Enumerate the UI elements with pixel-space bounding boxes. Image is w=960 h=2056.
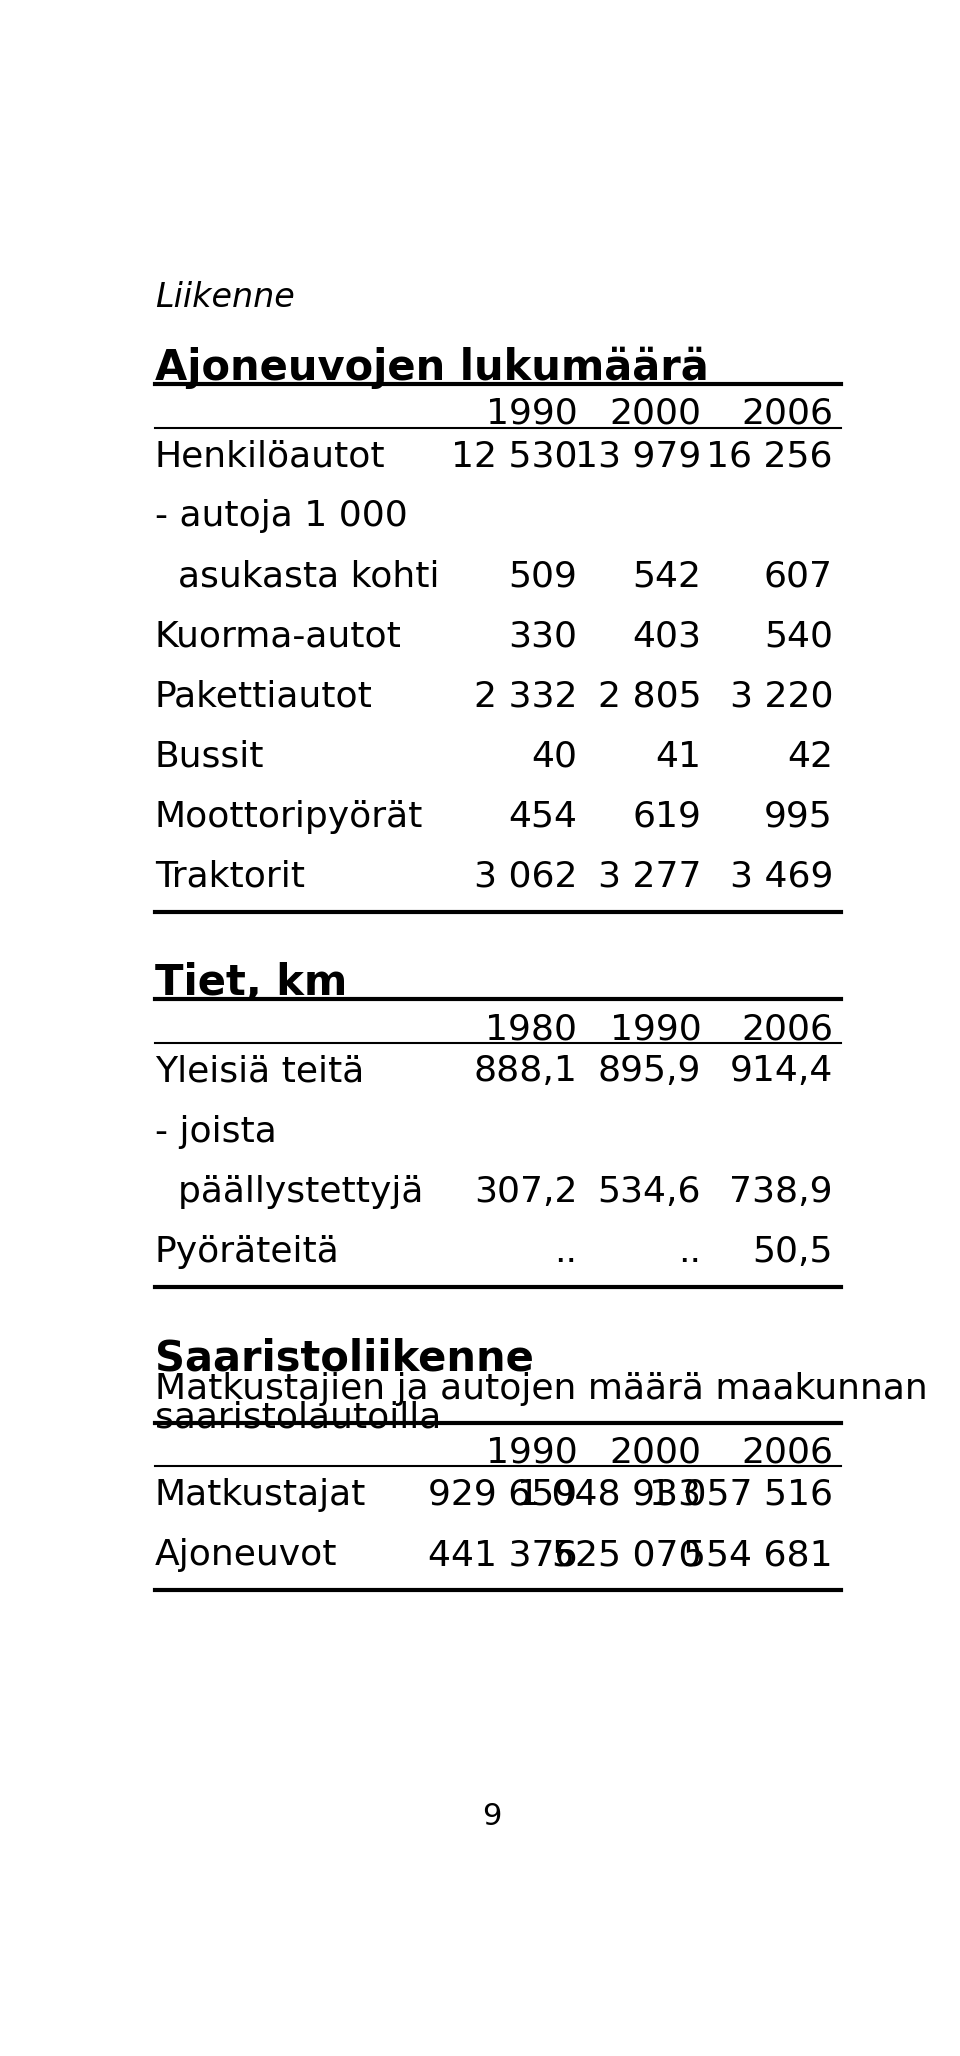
- Text: 2006: 2006: [741, 1435, 833, 1470]
- Text: 42: 42: [787, 740, 833, 773]
- Text: 2000: 2000: [610, 1435, 701, 1470]
- Text: 1990: 1990: [610, 1012, 701, 1047]
- Text: 914,4: 914,4: [730, 1055, 833, 1088]
- Text: 2000: 2000: [610, 397, 701, 432]
- Text: 1980: 1980: [485, 1012, 577, 1047]
- Text: 534,6: 534,6: [598, 1174, 701, 1209]
- Text: 929 659: 929 659: [428, 1478, 577, 1511]
- Text: 40: 40: [531, 740, 577, 773]
- Text: 307,2: 307,2: [473, 1174, 577, 1209]
- Text: 12 530: 12 530: [451, 440, 577, 473]
- Text: Bussit: Bussit: [155, 740, 264, 773]
- Text: 2 805: 2 805: [598, 678, 701, 713]
- Text: 554 681: 554 681: [684, 1538, 833, 1573]
- Text: 3 277: 3 277: [598, 859, 701, 894]
- Text: 13 979: 13 979: [575, 440, 701, 473]
- Text: - autoja 1 000: - autoja 1 000: [155, 500, 408, 533]
- Text: 3 469: 3 469: [730, 859, 833, 894]
- Text: 441 376: 441 376: [428, 1538, 577, 1573]
- Text: 16 256: 16 256: [707, 440, 833, 473]
- Text: 1990: 1990: [486, 1435, 577, 1470]
- Text: ..: ..: [554, 1236, 577, 1269]
- Text: Saaristoliikenne: Saaristoliikenne: [155, 1336, 534, 1380]
- Text: 3 220: 3 220: [730, 678, 833, 713]
- Text: 9: 9: [482, 1803, 502, 1832]
- Text: 542: 542: [633, 559, 701, 594]
- Text: 454: 454: [508, 800, 577, 833]
- Text: 607: 607: [764, 559, 833, 594]
- Text: 2006: 2006: [741, 397, 833, 432]
- Text: 995: 995: [764, 800, 833, 833]
- Text: 888,1: 888,1: [473, 1055, 577, 1088]
- Text: 540: 540: [764, 619, 833, 654]
- Text: Matkustajien ja autojen määrä maakunnan: Matkustajien ja autojen määrä maakunnan: [155, 1371, 927, 1406]
- Text: 3 062: 3 062: [473, 859, 577, 894]
- Text: Yleisiä teitä: Yleisiä teitä: [155, 1055, 364, 1088]
- Text: 330: 330: [508, 619, 577, 654]
- Text: Traktorit: Traktorit: [155, 859, 305, 894]
- Text: - joista: - joista: [155, 1114, 276, 1149]
- Text: Ajoneuvot: Ajoneuvot: [155, 1538, 337, 1573]
- Text: 1 057 516: 1 057 516: [649, 1478, 833, 1511]
- Text: asukasta kohti: asukasta kohti: [155, 559, 440, 594]
- Text: 1990: 1990: [486, 397, 577, 432]
- Text: saaristolautoilla: saaristolautoilla: [155, 1400, 442, 1435]
- Text: Matkustajat: Matkustajat: [155, 1478, 367, 1511]
- Text: ..: ..: [679, 1236, 701, 1269]
- Text: 895,9: 895,9: [598, 1055, 701, 1088]
- Text: 525 070: 525 070: [552, 1538, 701, 1573]
- Text: 2 332: 2 332: [473, 678, 577, 713]
- Text: 41: 41: [656, 740, 701, 773]
- Text: Tiet, km: Tiet, km: [155, 962, 348, 1003]
- Text: päällystettyjä: päällystettyjä: [155, 1174, 423, 1209]
- Text: Moottoripyörät: Moottoripyörät: [155, 800, 423, 833]
- Text: Henkilöautot: Henkilöautot: [155, 440, 386, 473]
- Text: 403: 403: [633, 619, 701, 654]
- Text: 1 048 933: 1 048 933: [517, 1478, 701, 1511]
- Text: Kuorma-autot: Kuorma-autot: [155, 619, 401, 654]
- Text: Pakettiautot: Pakettiautot: [155, 678, 372, 713]
- Text: Pyöräteitä: Pyöräteitä: [155, 1236, 340, 1269]
- Text: Ajoneuvojen lukumäärä: Ajoneuvojen lukumäärä: [155, 347, 708, 389]
- Text: 2006: 2006: [741, 1012, 833, 1047]
- Text: 50,5: 50,5: [753, 1236, 833, 1269]
- Text: 509: 509: [509, 559, 577, 594]
- Text: 619: 619: [633, 800, 701, 833]
- Text: Liikenne: Liikenne: [155, 282, 295, 315]
- Text: 738,9: 738,9: [730, 1174, 833, 1209]
